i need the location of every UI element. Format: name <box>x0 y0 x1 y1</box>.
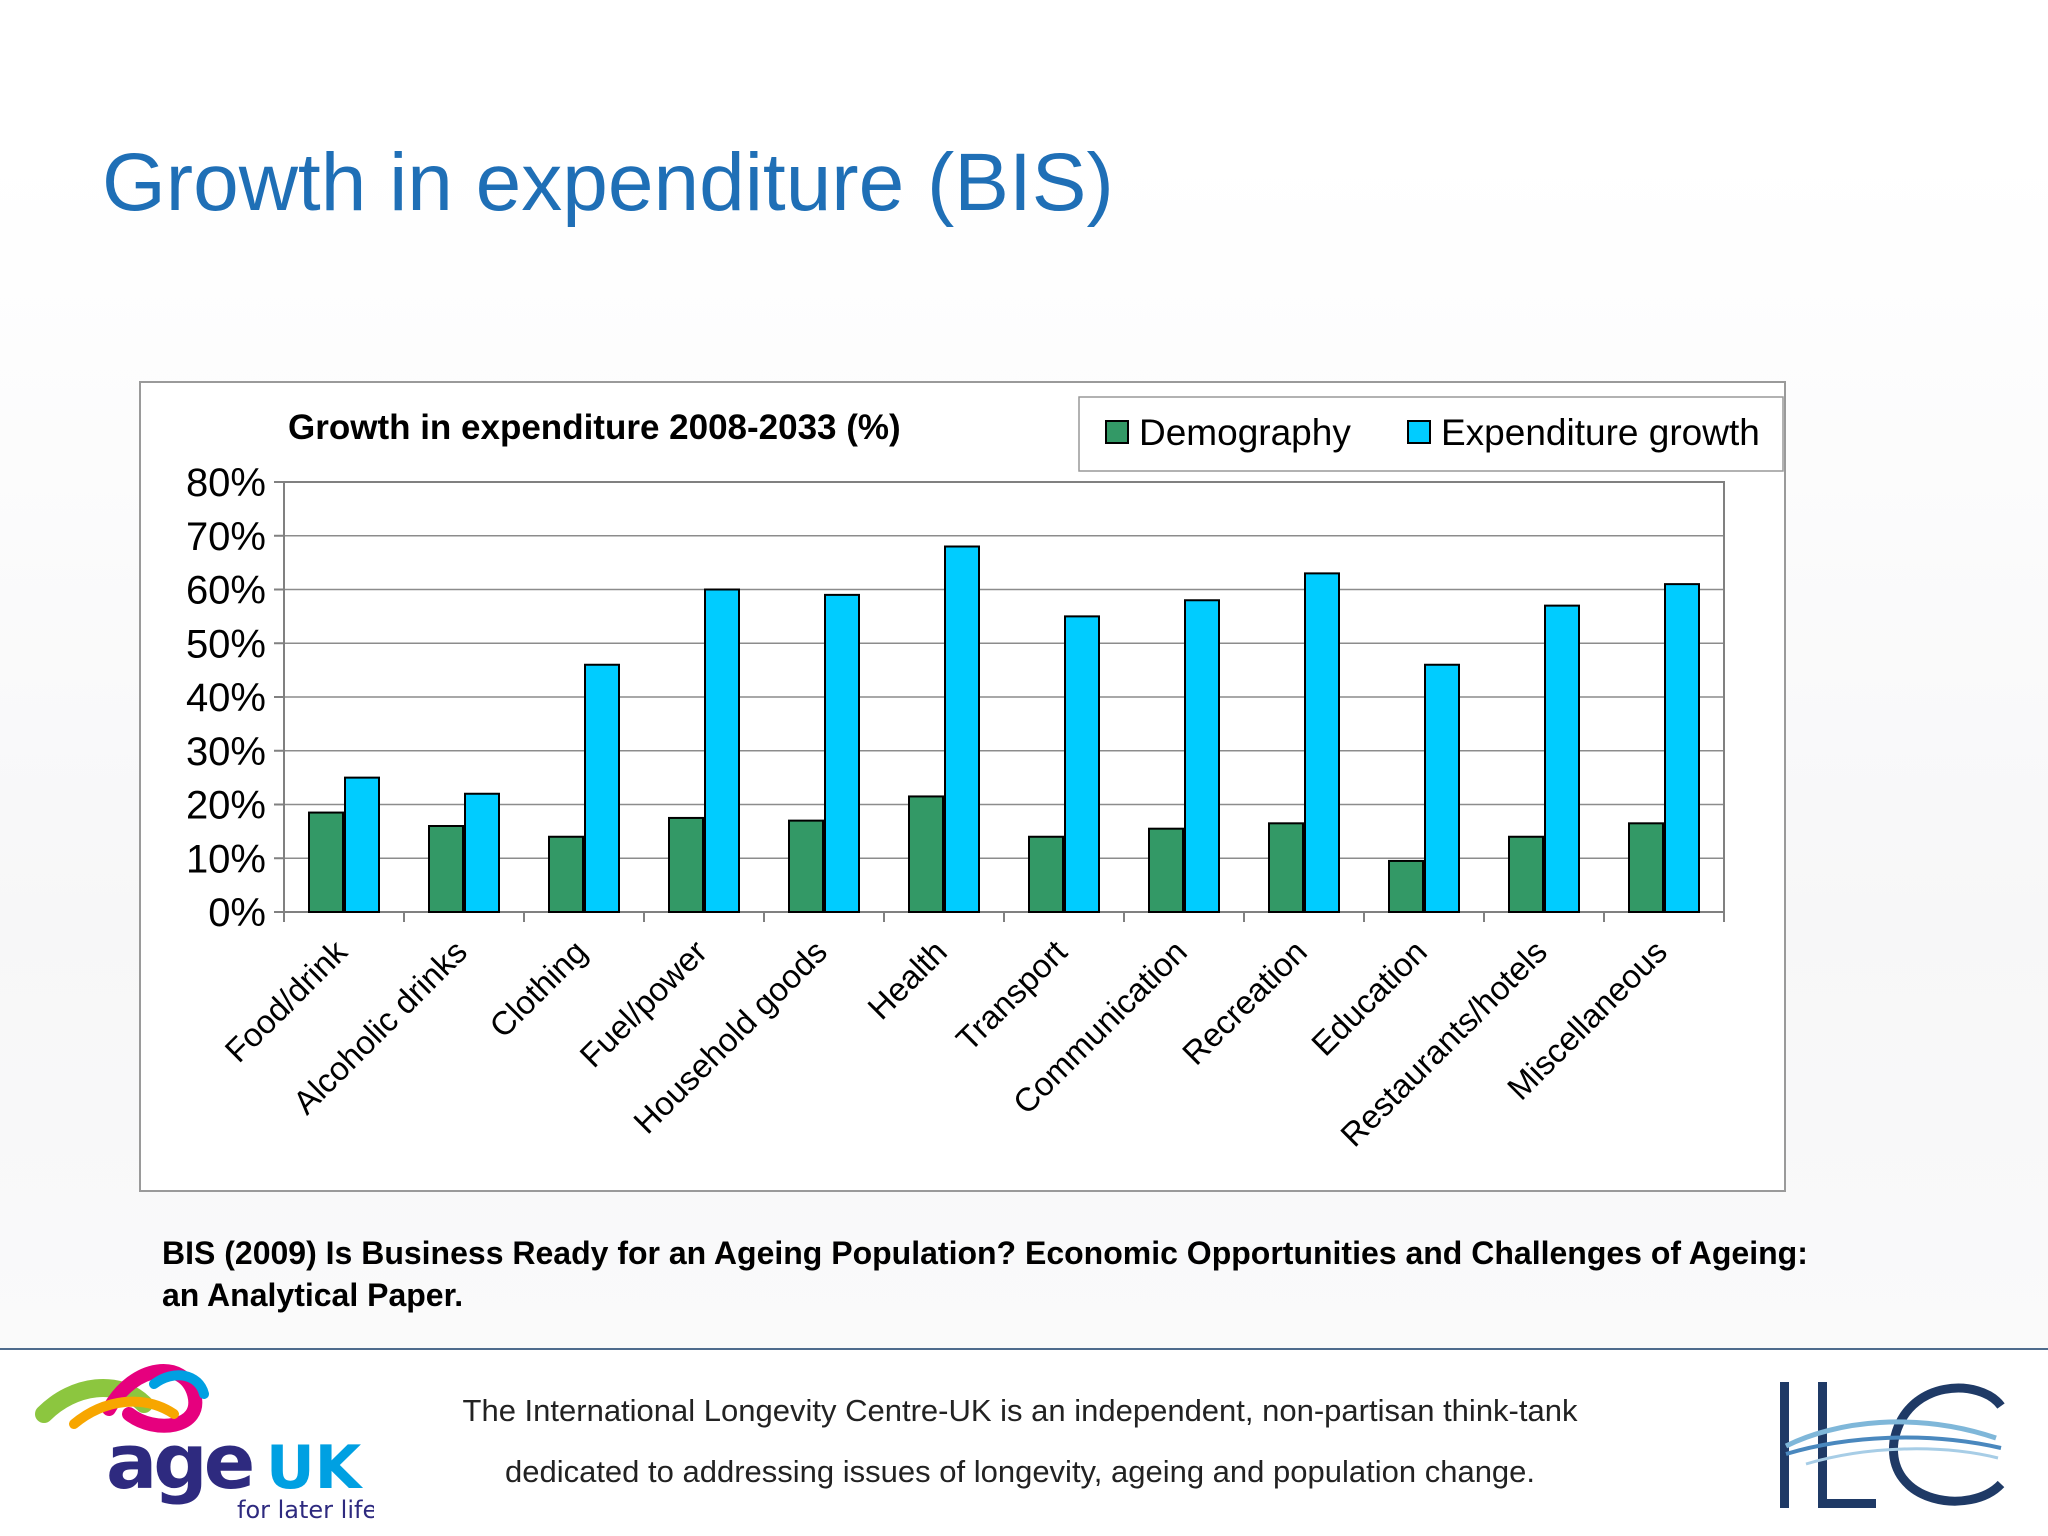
bar-expenditure-growth <box>344 776 380 913</box>
bar-expenditure-growth <box>1544 604 1580 913</box>
legend-label-demography: Demography <box>1139 412 1351 453</box>
footer-divider <box>0 1348 2048 1350</box>
legend-label-expenditure-growth: Expenditure growth <box>1441 412 1760 453</box>
bar-expenditure-growth <box>1664 583 1700 913</box>
y-tick-label: 10% <box>186 837 266 881</box>
legend-swatch-expenditure-growth <box>1407 420 1431 444</box>
y-tick-label: 20% <box>186 784 266 828</box>
bar-demography <box>908 795 944 913</box>
y-tick-label: 60% <box>186 569 266 613</box>
chart-legend: Demography Expenditure growth <box>1078 396 1784 472</box>
y-tick-label: 50% <box>186 622 266 666</box>
bar-demography <box>1028 835 1064 913</box>
svg-text:UK: UK <box>266 1433 364 1503</box>
slide-title: Growth in expenditure (BIS) <box>102 137 1114 228</box>
age-uk-logo: age UK for later life <box>35 1364 374 1524</box>
y-tick-label: 40% <box>186 676 266 720</box>
chart-gridlines <box>284 535 1724 859</box>
bar-demography <box>428 825 464 913</box>
y-tick-label: 30% <box>186 730 266 774</box>
bar-demography <box>308 811 344 913</box>
bar-demography <box>1628 822 1664 913</box>
x-tick-label: Education <box>1304 933 1434 1063</box>
bar-expenditure-growth <box>1424 663 1460 913</box>
bar-demography <box>668 816 704 913</box>
bar-expenditure-growth <box>1184 599 1220 913</box>
svg-text:for later life: for later life <box>237 1496 374 1524</box>
footer-line-2: dedicated to addressing issues of longev… <box>504 1454 1536 1489</box>
x-tick-label: Clothing <box>482 933 594 1045</box>
footer: age UK for later life The International … <box>0 1350 2048 1536</box>
bar-demography <box>548 835 584 913</box>
svg-text:age: age <box>106 1417 252 1506</box>
bar-demography <box>1508 835 1544 913</box>
citation: BIS (2009) Is Business Ready for an Agei… <box>162 1235 1808 1313</box>
y-tick-label: 80% <box>186 461 266 505</box>
bar-expenditure-growth <box>1304 572 1340 913</box>
y-tick-label: 70% <box>186 515 266 559</box>
bar-demography <box>788 819 824 913</box>
footer-tagline: The International Longevity Centre-UK is… <box>380 1380 1660 1502</box>
bar-demography <box>1388 859 1424 913</box>
bar-expenditure-growth <box>944 545 980 913</box>
footer-line-1: The International Longevity Centre-UK is… <box>462 1393 1578 1428</box>
ilc-logo <box>1780 1382 2005 1508</box>
bar-expenditure-growth <box>824 593 860 913</box>
x-tick-label: Health <box>860 933 954 1027</box>
x-tick-label: Restaurants/hotels <box>1333 933 1554 1154</box>
chart-title: Growth in expenditure 2008-2033 (%) <box>288 408 901 447</box>
x-tick-label: Transport <box>949 933 1074 1058</box>
bar-expenditure-growth <box>464 792 500 913</box>
bar-demography <box>1268 822 1304 913</box>
bar-expenditure-growth <box>1064 615 1100 913</box>
bar-expenditure-growth <box>584 663 620 913</box>
chart-frame: 0% 10% 20% 30% 40% 50% 60% 70% 80% Food/drink Alco… <box>139 381 1786 1192</box>
y-tick-label: 0% <box>208 891 266 935</box>
chart-bars <box>308 545 1700 913</box>
x-tick-label: Recreation <box>1175 933 1314 1072</box>
bar-demography <box>1148 827 1184 913</box>
bar-chart: 0%10%20%30%40%50%60%70%80%Food/drinkAlco… <box>186 396 1784 1154</box>
bar-expenditure-growth <box>704 588 740 913</box>
legend-swatch-demography <box>1105 420 1129 444</box>
